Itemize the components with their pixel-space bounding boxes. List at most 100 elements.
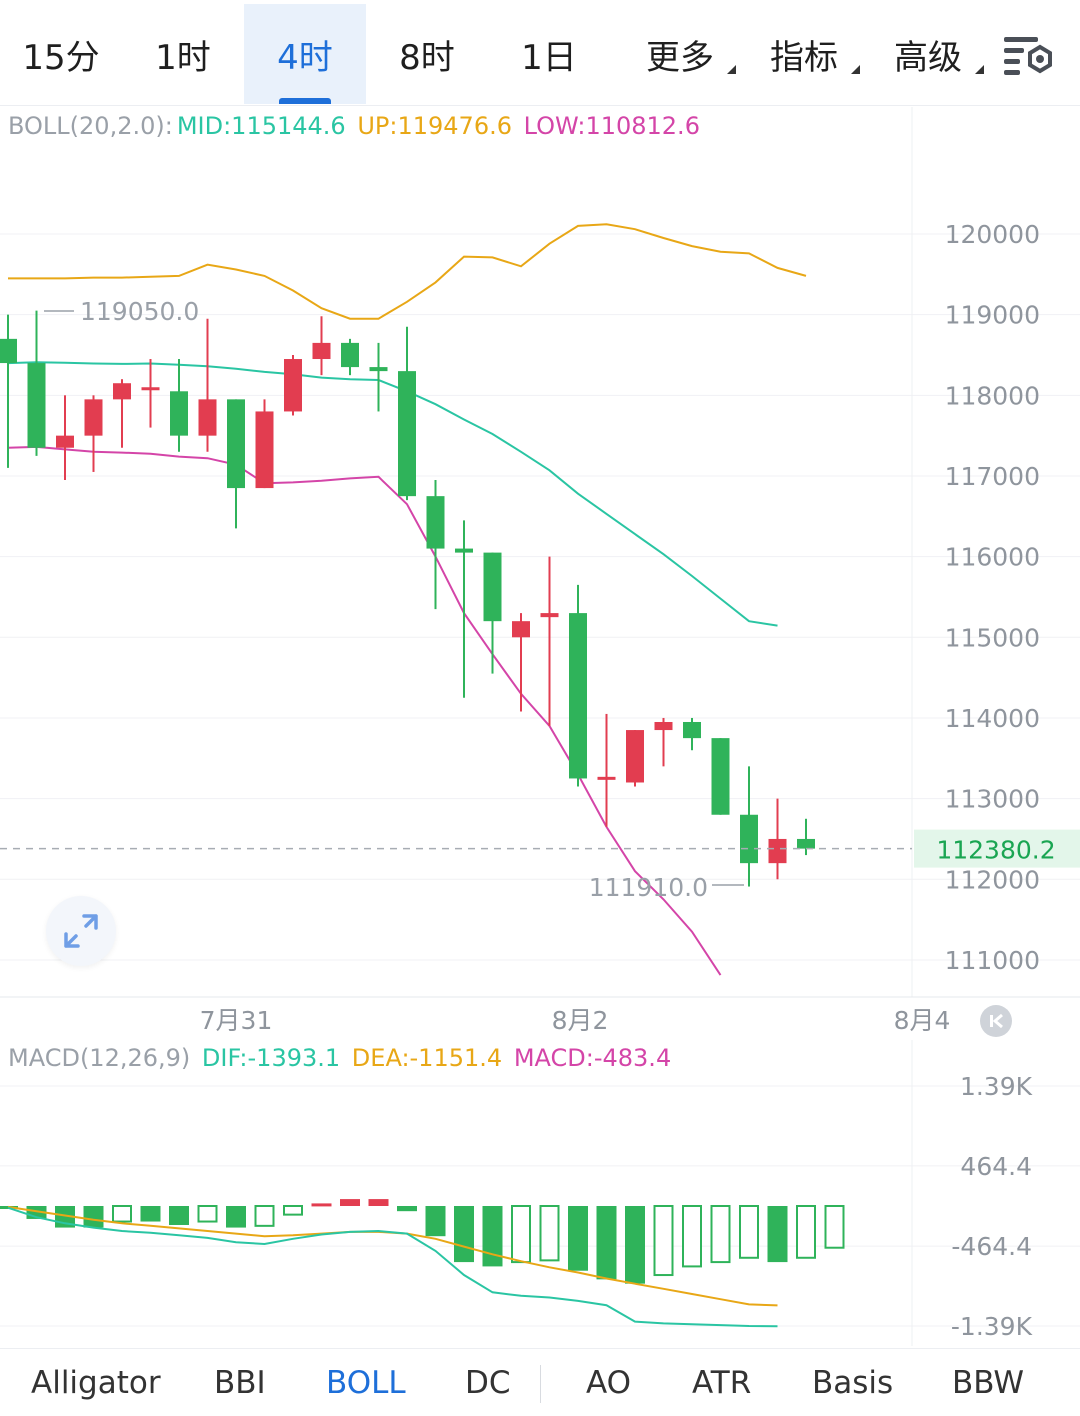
macd-lines — [7, 1205, 778, 1328]
dropdown-caret-icon — [727, 65, 736, 74]
candle-body — [740, 814, 758, 864]
candle-up — [312, 316, 331, 376]
candle-up — [597, 713, 616, 827]
candle-body — [141, 387, 160, 391]
last-price-tag-bg — [914, 829, 1080, 868]
candle-body — [797, 838, 815, 849]
indicator-tab-bar: Alligator BBI BOLL DC AO ATR Basis BBW — [0, 1348, 1080, 1416]
macd-bar — [397, 1206, 417, 1212]
candle-body — [198, 399, 217, 436]
candle-down — [341, 338, 359, 376]
tab-4h[interactable]: 4时 — [244, 4, 366, 104]
macd-bar — [169, 1206, 189, 1225]
macd-bar — [482, 1206, 503, 1267]
boll-lower-line — [7, 445, 722, 976]
candle-body — [569, 613, 587, 779]
macd-bar — [739, 1205, 759, 1259]
macd-tick-label: 464.4 — [960, 1152, 1032, 1181]
candle-body — [341, 342, 359, 368]
macd-bar — [625, 1206, 645, 1284]
bollinger-bands — [7, 223, 807, 976]
candle-up — [255, 399, 274, 489]
dif-line — [7, 1206, 778, 1328]
candle-up — [198, 318, 217, 452]
candle-down — [227, 399, 245, 529]
indicator-tab-basis[interactable]: Basis — [812, 1365, 894, 1401]
macd-tick-label: 1.39K — [960, 1072, 1033, 1101]
macd-bar — [824, 1205, 845, 1249]
price-tick-label: 118000 — [945, 381, 1040, 410]
price-tick-label: 111000 — [945, 946, 1040, 975]
macd-legend: MACD(12,26,9) DIF:-1393.1 DEA:-1151.4 MA… — [8, 1044, 675, 1072]
indicator-tab-boll[interactable]: BOLL — [326, 1365, 406, 1401]
candle-down — [455, 520, 473, 698]
macd-bar — [710, 1205, 731, 1264]
indicator-tab-dc[interactable]: DC — [465, 1365, 511, 1401]
macd-bar — [368, 1199, 389, 1206]
candle-body — [597, 776, 616, 780]
candle-body — [84, 399, 103, 436]
macd-bar — [283, 1205, 303, 1216]
macd-bar — [197, 1205, 218, 1223]
indicator-tab-bbw[interactable]: BBW — [952, 1365, 1025, 1401]
candle-up — [84, 395, 103, 472]
macd-bar — [83, 1206, 104, 1228]
macd-legend-dif: DIF:-1393.1 — [201, 1044, 341, 1072]
tab-1h[interactable]: 1时 — [155, 37, 211, 78]
candle-body — [654, 721, 673, 731]
price-markers: 119050.0 111910.0 — [44, 297, 744, 902]
candle-body — [711, 738, 730, 815]
candle-body — [27, 363, 46, 448]
macd-chart[interactable]: 1.39K 464.4 -464.4 -1.39K — [0, 1040, 1080, 1346]
macd-axis: 1.39K 464.4 -464.4 -1.39K — [951, 1072, 1033, 1341]
macd-bar — [340, 1199, 360, 1206]
candle-down — [683, 717, 701, 751]
tab-15m[interactable]: 15分 — [22, 37, 100, 78]
boll-legend: BOLL(20,2.0): MID:115144.6 UP:119476.6 LO… — [8, 112, 704, 140]
price-tick-label: 115000 — [945, 623, 1040, 652]
candle-body — [170, 391, 188, 436]
price-chart[interactable]: 120000 119000 118000 117000 116000 115000 1140… — [0, 107, 1080, 1039]
macd-bar — [454, 1206, 474, 1263]
candle-body — [768, 838, 787, 864]
time-tick-label: 8月2 — [552, 1006, 609, 1035]
candle-up — [654, 717, 673, 767]
macd-bar — [682, 1205, 702, 1268]
boll-legend-mid: MID:115144.6 — [176, 112, 346, 140]
indicator-tab-ao[interactable]: AO — [586, 1365, 632, 1401]
chart-settings-icon — [1004, 37, 1052, 75]
tab-advanced-dropdown[interactable]: 高级 — [874, 4, 984, 104]
fullscreen-button[interactable] — [46, 896, 116, 966]
min-price-marker: 111910.0 — [589, 873, 708, 902]
candle-down — [369, 342, 388, 412]
macd-bar — [112, 1205, 132, 1223]
macd-bar — [226, 1206, 246, 1228]
candle-up — [626, 730, 644, 787]
price-tick-label: 114000 — [945, 704, 1040, 733]
indicator-tab-bbi[interactable]: BBI — [214, 1365, 266, 1401]
candle-body — [483, 552, 502, 622]
candle-up — [56, 395, 74, 481]
price-tick-label: 116000 — [945, 543, 1040, 572]
macd-bar — [596, 1206, 617, 1280]
tab-8h[interactable]: 8时 — [399, 37, 455, 78]
timeframe-bar: 15分 1时 4时 8时 1日 更多 指标 高级 — [0, 0, 1080, 106]
tab-more-dropdown[interactable]: 更多 — [626, 4, 736, 104]
macd-bar — [568, 1206, 588, 1271]
dropdown-caret-icon — [851, 65, 860, 74]
tab-1d[interactable]: 1日 — [521, 37, 577, 78]
candle-body — [56, 435, 74, 448]
jump-to-latest-button[interactable] — [980, 1005, 1012, 1037]
candle-down — [569, 584, 587, 787]
boll-legend-low: LOW:110812.6 — [523, 112, 700, 140]
dropdown-caret-icon — [975, 65, 984, 74]
candle-down — [0, 314, 17, 468]
tab-indicators-dropdown[interactable]: 指标 — [750, 4, 860, 104]
macd-legend-dea: DEA:-1151.4 — [351, 1044, 503, 1072]
indicator-tab-atr[interactable]: ATR — [692, 1365, 752, 1401]
candle-body — [227, 399, 245, 489]
time-tick-label: 8月4 — [894, 1006, 951, 1035]
chart-settings-button[interactable] — [1002, 34, 1056, 78]
indicator-tab-alligator[interactable]: Alligator — [31, 1365, 161, 1401]
candle-down — [797, 818, 815, 856]
